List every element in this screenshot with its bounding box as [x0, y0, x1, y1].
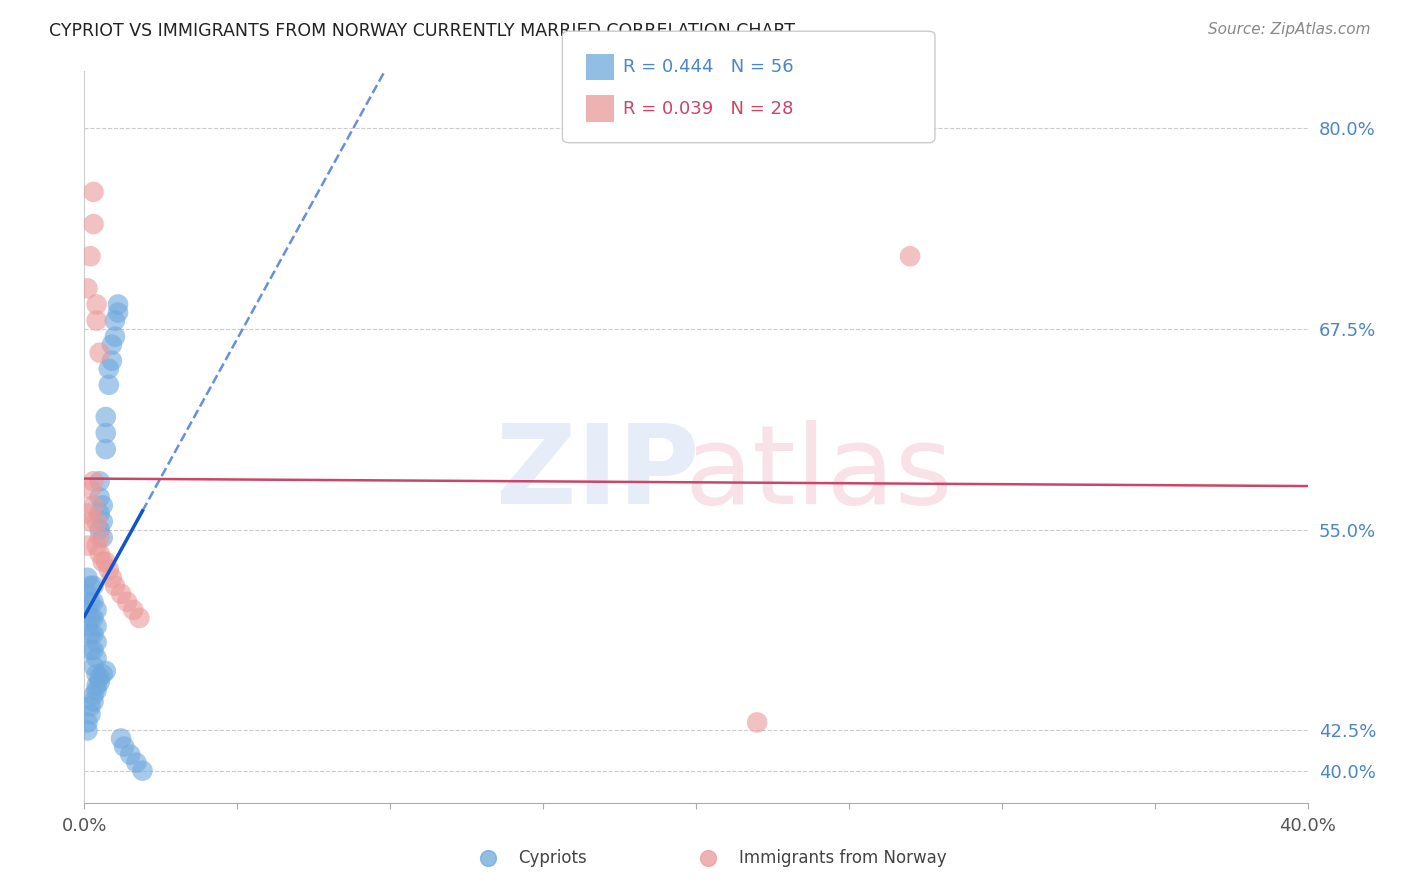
Point [83, 611, 105, 625]
Point [112, 739, 135, 754]
Point [122, 603, 145, 617]
Text: R = 0.039   N = 28: R = 0.039 N = 28 [623, 100, 793, 118]
Point [79, 483, 101, 497]
Point [91, 499, 114, 513]
Point [86, 297, 108, 311]
Point [89, 547, 111, 561]
Point [83, 595, 105, 609]
Point [97, 361, 120, 376]
Point [94, 555, 117, 569]
Point [86, 683, 108, 698]
Point [83, 185, 105, 199]
Point [79, 707, 101, 722]
Point [89, 523, 111, 537]
Point [101, 353, 124, 368]
Point [76, 715, 98, 730]
Point [104, 329, 127, 343]
Point [101, 337, 124, 351]
Point [131, 764, 153, 778]
Point [83, 688, 105, 702]
Point [104, 579, 127, 593]
Point [83, 499, 105, 513]
Point [89, 507, 111, 521]
Point [89, 675, 111, 690]
Point [107, 305, 129, 319]
Point [86, 515, 108, 529]
Point [110, 731, 132, 746]
Point [97, 563, 120, 577]
Point [86, 539, 108, 553]
Point [94, 409, 117, 424]
Point [91, 531, 114, 545]
Point [110, 587, 132, 601]
Point [76, 603, 98, 617]
Point [79, 595, 101, 609]
Text: Cypriots: Cypriots [519, 848, 588, 867]
Text: CYPRIOT VS IMMIGRANTS FROM NORWAY CURRENTLY MARRIED CORRELATION CHART: CYPRIOT VS IMMIGRANTS FROM NORWAY CURREN… [49, 22, 796, 40]
Point [101, 571, 124, 585]
Point [91, 515, 114, 529]
Point [83, 579, 105, 593]
Point [94, 442, 117, 457]
Point [83, 659, 105, 673]
Point [76, 571, 98, 585]
Point [91, 555, 114, 569]
Point [89, 531, 111, 545]
Point [83, 694, 105, 708]
Point [89, 491, 111, 505]
Point [94, 425, 117, 440]
Point [86, 678, 108, 692]
Text: ZIP: ZIP [496, 420, 700, 527]
Point [86, 635, 108, 649]
Point [97, 377, 120, 392]
Point [79, 627, 101, 641]
Point [128, 611, 150, 625]
Point [83, 627, 105, 641]
Point [898, 249, 921, 263]
Point [94, 664, 117, 678]
Point [79, 515, 101, 529]
Point [79, 611, 101, 625]
Point [76, 619, 98, 633]
Point [79, 249, 101, 263]
Text: Source: ZipAtlas.com: Source: ZipAtlas.com [1208, 22, 1371, 37]
Point [76, 507, 98, 521]
Point [79, 643, 101, 657]
Point [89, 345, 111, 359]
Text: R = 0.444   N = 56: R = 0.444 N = 56 [623, 58, 793, 76]
Point [104, 313, 127, 327]
Point [89, 475, 111, 489]
Text: Immigrants from Norway: Immigrants from Norway [738, 848, 946, 867]
Point [86, 667, 108, 681]
Point [120, 747, 142, 762]
Point [747, 715, 769, 730]
Point [76, 723, 98, 738]
Point [76, 587, 98, 601]
Point [79, 579, 101, 593]
Point [86, 619, 108, 633]
Point [83, 475, 105, 489]
Point [86, 313, 108, 327]
Point [79, 699, 101, 714]
Point [91, 667, 114, 681]
Text: atlas: atlas [685, 420, 952, 527]
Point [86, 603, 108, 617]
Point [125, 756, 148, 770]
Point [76, 281, 98, 295]
Point [115, 595, 138, 609]
Point [83, 643, 105, 657]
Point [107, 297, 129, 311]
Point [86, 651, 108, 665]
Point [89, 670, 111, 684]
Point [76, 539, 98, 553]
Point [83, 217, 105, 231]
